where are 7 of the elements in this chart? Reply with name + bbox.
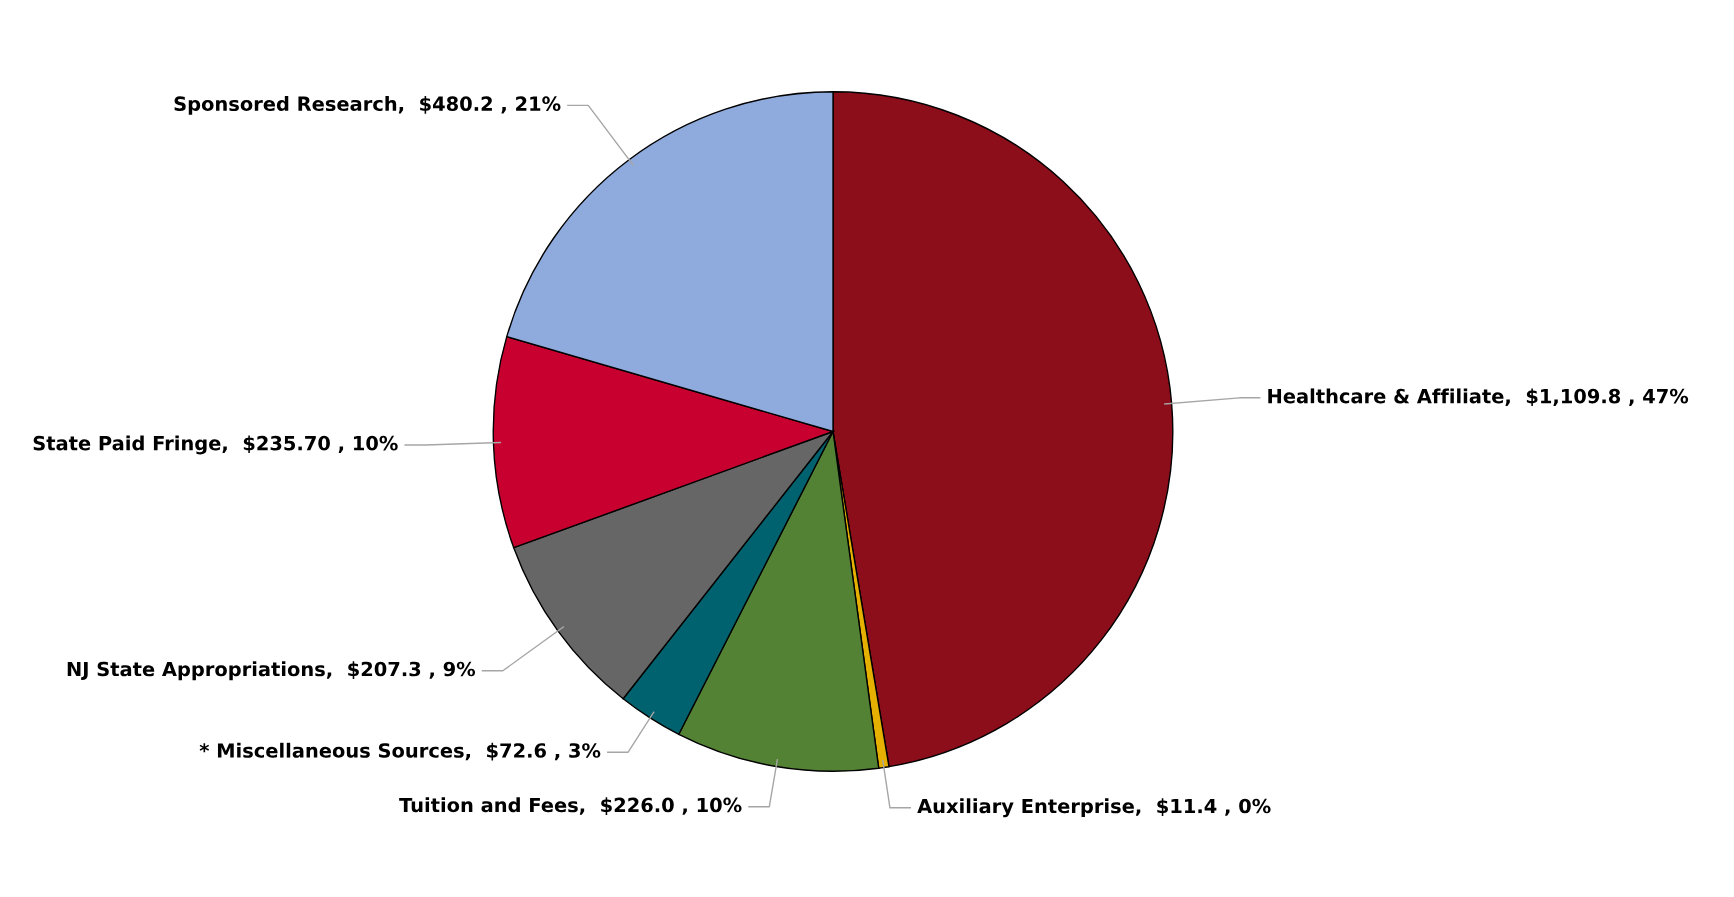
slice-label: * Miscellaneous Sources, $72.6 , 3% <box>199 742 601 761</box>
slice-label: Healthcare & Affiliate, $1,109.8 , 47% <box>1268 388 1689 407</box>
slice-label: Tuition and Fees, $226.0 , 10% <box>399 797 742 815</box>
slice-label: Auxiliary Enterprise, $11.4 , 0% <box>917 798 1271 818</box>
slice-label: State Paid Fringe, $235.70 , 10% <box>33 435 398 455</box>
slice-label: NJ State Appropriations, $207.3 , 9% <box>67 661 476 681</box>
slice-label: Sponsored Research, $480.2 , 21% <box>174 96 561 115</box>
